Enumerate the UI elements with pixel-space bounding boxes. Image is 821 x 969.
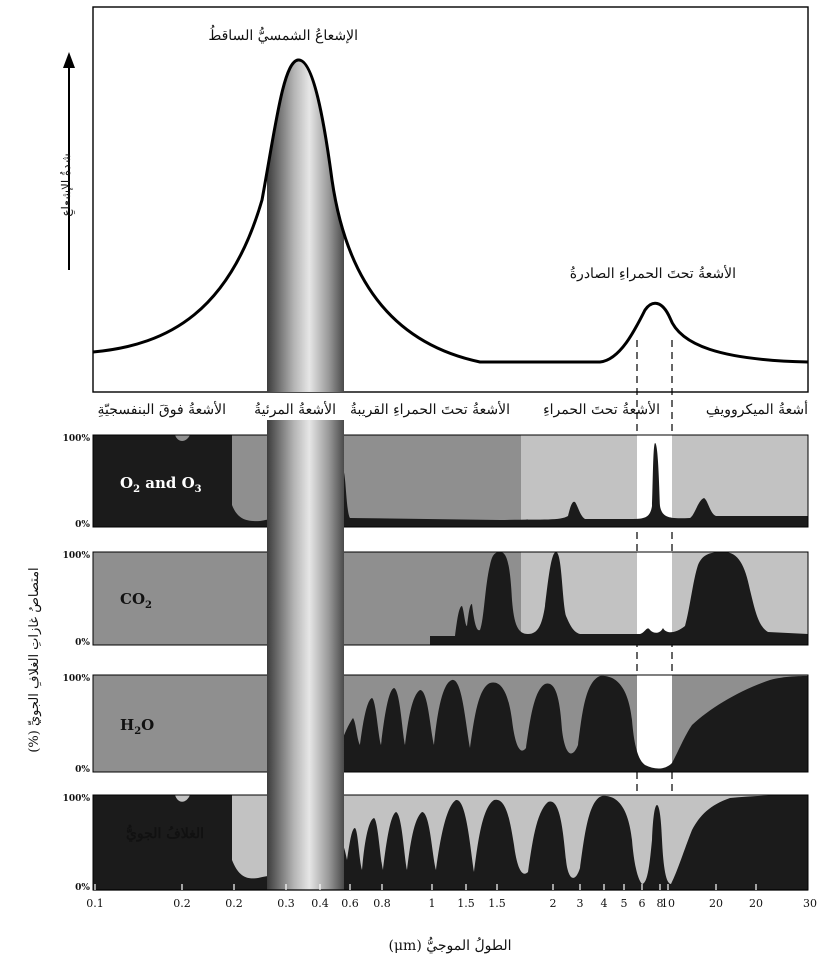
wavelength-tick-label: 1.5 bbox=[457, 897, 475, 910]
wavelength-tick-label: 5 bbox=[621, 897, 628, 910]
wavelength-tick-label: 30 bbox=[803, 897, 817, 910]
panel-co2-window bbox=[637, 552, 672, 645]
wavelength-tick-label: 0.4 bbox=[311, 897, 329, 910]
panel-atmosphere-gas-label: الغلافُ الجويُّ bbox=[126, 824, 204, 842]
panel-o2-o3-gas-label: O2 and O3 bbox=[120, 474, 202, 495]
panel-h2o-frame bbox=[92, 674, 809, 773]
panel-h2o-absorption bbox=[343, 675, 808, 772]
panel-o2-o3: 100% 0% O2 and O3 bbox=[63, 434, 809, 530]
wavelength-tick-label: 0.1 bbox=[86, 897, 104, 910]
panel-atmosphere-absorption bbox=[93, 795, 808, 890]
band-label-visible: الأشعةُ المرئيةُ bbox=[254, 400, 336, 418]
visible-band-column bbox=[267, 420, 344, 890]
wavelength-tick-label: 0.2 bbox=[173, 897, 191, 910]
panel-h2o-top-label: 100% bbox=[63, 674, 91, 684]
panel-h2o-bottom-label: 0% bbox=[75, 765, 90, 775]
panel-co2-gas-label: CO2 bbox=[120, 590, 152, 611]
panel-atmosphere-bottom-label: 0% bbox=[75, 883, 90, 893]
band-label-infrared: الأشعةُ تحتَ الحمراءِ bbox=[543, 400, 660, 418]
band-label-near-infrared: الأشعةُ تحتَ الحمراءِ القريبةُ bbox=[350, 400, 510, 418]
wavelength-axis-label: الطولُ الموجيُّ (μm) bbox=[388, 936, 511, 954]
wavelength-tick-label: 0.6 bbox=[341, 897, 359, 910]
wavelength-tick-label: 1.5 bbox=[488, 897, 506, 910]
panel-h2o-gas-label: H2O bbox=[120, 716, 154, 737]
absorption-axis-label: امتصاصُ غازاتِ الغلافِ الجويِّ (%) bbox=[27, 567, 42, 752]
panel-atmosphere-top-label: 100% bbox=[63, 794, 91, 804]
wavelength-tick-label: 20 bbox=[749, 897, 763, 910]
panel-atmosphere: 100% 0% الغلافُ الجويُّ bbox=[63, 794, 809, 893]
wavelength-axis: 0.1 0.2 0.2 0.3 0.4 0.6 0.8 1 1.5 1.5 2 3 4 5 6 810 20 20… bbox=[86, 884, 817, 954]
panel-o2-o3-frame bbox=[92, 434, 809, 528]
wavelength-tick-label: 0.3 bbox=[277, 897, 295, 910]
top-panel-frame bbox=[92, 6, 809, 393]
intensity-axis-arrowhead bbox=[63, 52, 75, 68]
intensity-axis-label: شدةُ الإشعاعِ bbox=[59, 153, 76, 216]
wavelength-tick-label: 10 bbox=[661, 897, 675, 910]
panel-co2: 100% 0% CO2 bbox=[63, 551, 809, 648]
wavelength-tick-label: 4 bbox=[601, 897, 608, 910]
wavelength-tick-label: 0.8 bbox=[373, 897, 391, 910]
wavelength-tick-label: 3 bbox=[577, 897, 584, 910]
panel-co2-absorption bbox=[430, 552, 808, 645]
wavelength-tick-label: 2 bbox=[550, 897, 557, 910]
panel-o2-o3-bottom-label: 0% bbox=[75, 520, 90, 530]
outgoing-infrared-label: الأشعةُ تحتَ الحمراءِ الصادرةُ bbox=[570, 264, 736, 282]
panel-o2-o3-top-label: 100% bbox=[63, 434, 91, 444]
wavelength-tick-label: 8 bbox=[657, 897, 664, 910]
panel-o2-o3-absorption bbox=[93, 435, 808, 527]
panel-co2-frame bbox=[92, 551, 809, 646]
intensity-curve bbox=[92, 58, 809, 364]
incoming-radiation-panel: الإشعاعُ الشمسيُّ الساقطُ الأشعةُ تحتَ ا… bbox=[59, 6, 809, 888]
panel-h2o: 100% 0% H2O bbox=[63, 674, 809, 775]
panel-h2o-window bbox=[637, 675, 672, 772]
panel-co2-top-label: 100% bbox=[63, 551, 91, 561]
wavelength-tick-label: 1 bbox=[429, 897, 436, 910]
band-label-ultraviolet: الأشعةُ فوقَ البنفسجيّةِ bbox=[98, 400, 227, 418]
wavelength-tick-label: 6 bbox=[639, 897, 646, 910]
band-label-microwave: أشعةُ الميكروويفِ bbox=[706, 399, 808, 418]
wavelength-tick-label: 0.2 bbox=[225, 897, 243, 910]
band-labels: الأشعةُ فوقَ البنفسجيّةِ الأشعةُ المرئية… bbox=[98, 399, 809, 418]
wavelength-tick-label: 20 bbox=[709, 897, 723, 910]
wavelength-ticks: 0.1 0.2 0.2 0.3 0.4 0.6 0.8 1 1.5 1.5 2 3 4 5 6 810 20 20… bbox=[86, 884, 817, 910]
panel-co2-bottom-label: 0% bbox=[75, 638, 90, 648]
incoming-solar-label: الإشعاعُ الشمسيُّ الساقطُ bbox=[208, 24, 358, 44]
